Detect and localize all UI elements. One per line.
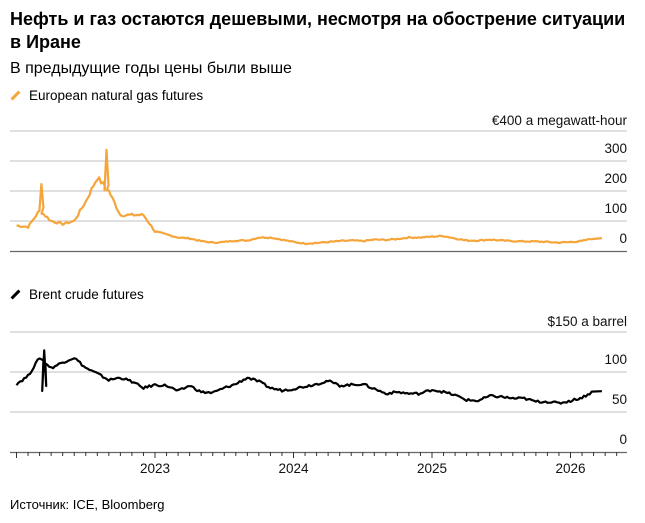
chart-title: Нефть и газ остаются дешевыми, несмотря … [10,9,626,52]
source-note: Источник: ICE, Bloomberg [10,497,165,512]
legend-brent-label: Brent crude futures [29,287,144,302]
y-tick-label: 100 [604,201,627,216]
x-tick-label: 2023 [140,461,170,476]
unit-label: $150 a barrel [547,314,627,329]
chart-subtitle: В предыдущие годы цены были выше [10,60,292,77]
x-tick-label: 2024 [278,461,309,476]
y-tick-label: 0 [619,432,627,447]
y-tick-label: 50 [612,392,627,407]
legend-gas: European natural gas futures [10,88,203,103]
y-tick-label: 0 [619,231,627,246]
x-tick-label: 2026 [555,461,585,476]
y-tick-label: 100 [604,352,627,367]
unit-label: €400 a megawatt-hour [492,113,628,128]
brent-series-line [15,349,602,405]
legend-gas-label: European natural gas futures [29,88,204,103]
legend-brent: Brent crude futures [10,287,144,302]
gas-series-line [16,148,603,246]
x-tick-label: 2025 [417,461,447,476]
y-tick-label: 300 [604,141,627,156]
y-tick-label: 200 [604,171,627,186]
